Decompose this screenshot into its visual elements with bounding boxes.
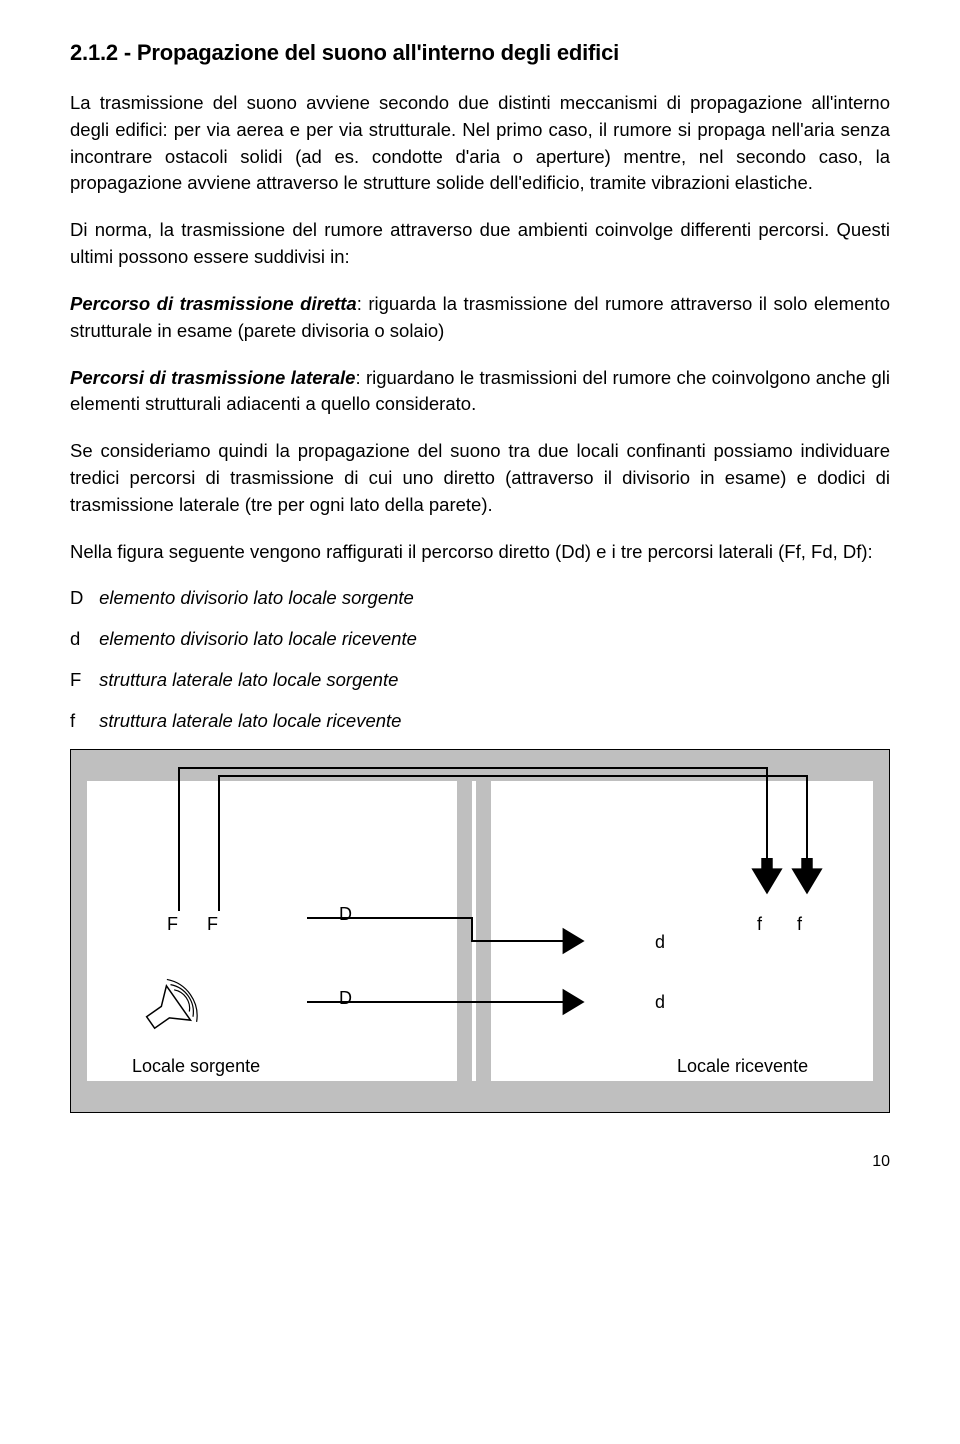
paragraph-1: La trasmissione del suono avviene second… (70, 90, 890, 197)
legend-f-text: struttura laterale lato locale ricevente (99, 710, 401, 731)
legend-F-key: F (70, 667, 94, 694)
arrowhead-2 (751, 868, 782, 894)
diagram-label-F2: F (207, 914, 218, 935)
document-page: 2.1.2 - Propagazione del suono all'inter… (0, 0, 960, 1143)
legend-d-text: elemento divisorio lato locale ricevente (99, 628, 417, 649)
diagram-label-F1: F (167, 914, 178, 935)
legend-D: D elemento divisorio lato locale sorgent… (70, 585, 890, 612)
diagram-label-f2: f (797, 914, 802, 935)
arrow-stem-2 (761, 858, 772, 871)
paragraph-2: Di norma, la trasmissione del rumore att… (70, 217, 890, 271)
legend-F: F struttura laterale lato locale sorgent… (70, 667, 890, 694)
legend-f: f struttura laterale lato locale riceven… (70, 708, 890, 735)
arrow-stem-3 (801, 858, 812, 871)
page-number: 10 (0, 1143, 960, 1191)
section-title: 2.1.2 - Propagazione del suono all'inter… (70, 40, 890, 66)
transmission-path-0 (179, 768, 767, 911)
paragraph-6: Nella figura seguente vengono raffigurat… (70, 539, 890, 566)
legend-d-key: d (70, 626, 94, 653)
legend-D-key: D (70, 585, 94, 612)
diagram-label-d1: d (655, 932, 665, 953)
term-laterale: Percorsi di trasmissione laterale (70, 367, 355, 388)
transmission-path-1 (219, 776, 807, 911)
sound-transmission-diagram: F F D Dd d f f Locale sorgente Locale ricevente (77, 756, 883, 1106)
legend-d: d elemento divisorio lato locale riceven… (70, 626, 890, 653)
paragraph-5: Se consideriamo quindi la propagazione d… (70, 438, 890, 518)
legend-F-text: struttura laterale lato locale sorgente (99, 669, 398, 690)
diagram-label-f1: f (757, 914, 762, 935)
speaker-icon (136, 973, 206, 1043)
diagram-label-D1: D (339, 904, 352, 925)
arrowhead-1 (563, 988, 585, 1014)
diagram-frame: F F D Dd d f f Locale sorgente Locale ricevente (70, 749, 890, 1113)
diagram-label-rcv: Locale ricevente (677, 1056, 808, 1077)
legend-D-text: elemento divisorio lato locale sorgente (99, 587, 414, 608)
legend-f-key: f (70, 708, 94, 735)
arrowhead-3 (791, 868, 822, 894)
diagram-label-d2: d (655, 992, 665, 1013)
paragraph-3: Percorso di trasmissione diretta: riguar… (70, 291, 890, 345)
paragraph-4: Percorsi di trasmissione laterale: rigua… (70, 365, 890, 419)
diagram-label-src: Locale sorgente (132, 1056, 260, 1077)
arrowhead-0 (563, 927, 585, 953)
diagram-svg (77, 756, 883, 1106)
term-diretta: Percorso di trasmissione diretta (70, 293, 357, 314)
diagram-label-D2: D (339, 988, 352, 1009)
